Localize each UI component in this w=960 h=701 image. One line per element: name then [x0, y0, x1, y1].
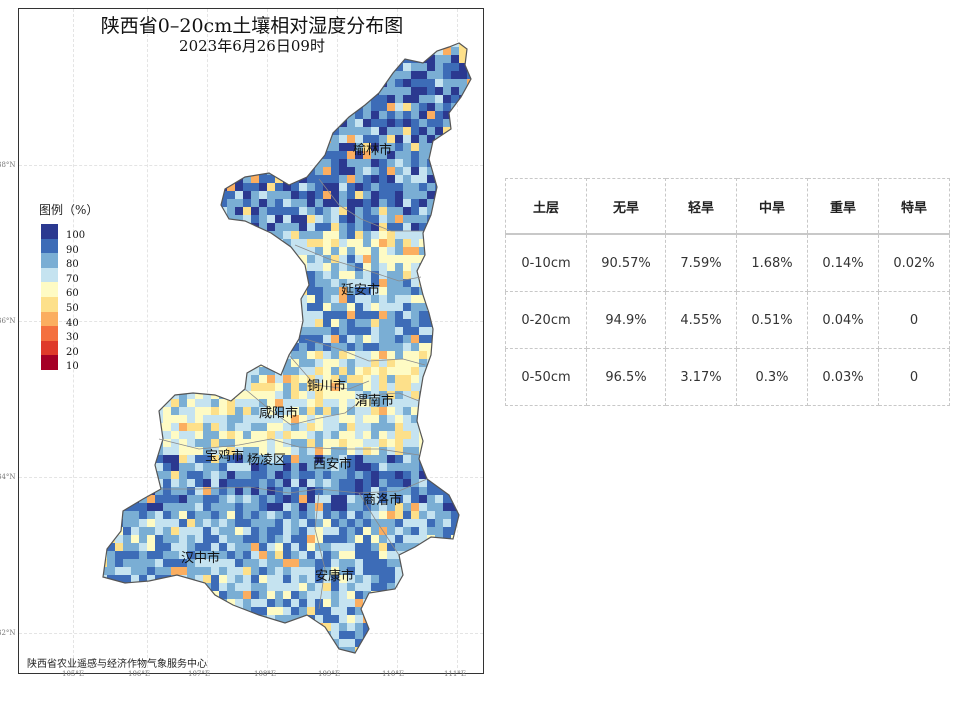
legend-label: 70	[66, 273, 79, 285]
table-header-row: 土层 无旱 轻旱 中旱 重旱 特旱	[505, 178, 950, 235]
legend-label: 20	[66, 346, 79, 358]
legend-swatch	[41, 340, 58, 356]
legend-label: 10	[66, 361, 79, 373]
table-cell: 4.55%	[665, 291, 737, 349]
city-label-xianyang: 咸阳市	[259, 406, 299, 421]
header-moderate-drought: 中旱	[736, 178, 808, 235]
x-tick-label: 109°E	[318, 670, 340, 678]
city-label-xian: 西安市	[313, 457, 353, 472]
x-tick-label: 108°E	[254, 670, 276, 678]
table-cell: 0	[878, 291, 950, 349]
legend-swatch	[41, 296, 58, 312]
x-tick-label: 105°E	[62, 670, 84, 678]
table-cell: 0-50cm	[505, 348, 587, 406]
legend-swatch	[41, 311, 58, 327]
legend-items: 100 90 80 70 60 50 40 30 20 10	[39, 224, 98, 373]
legend-item: 20	[39, 340, 98, 358]
header-severe-drought: 重旱	[807, 178, 879, 235]
city-label-yulin: 榆林市	[353, 143, 393, 158]
legend-label: 40	[66, 317, 79, 329]
header-soil-layer: 土层	[505, 178, 587, 235]
legend-item: 70	[39, 267, 98, 285]
y-tick-label: 38°N	[0, 161, 16, 169]
table-cell: 0.03%	[807, 348, 879, 406]
legend-item: 80	[39, 253, 98, 271]
gridline	[147, 9, 148, 673]
credit-text: 陕西省农业遥感与经济作物气象服务中心	[27, 659, 207, 670]
table-cell: 0-20cm	[505, 291, 587, 349]
gridline	[207, 9, 208, 673]
header-light-drought: 轻旱	[665, 178, 737, 235]
soil-moisture-map	[102, 42, 472, 654]
legend-label: 90	[66, 244, 79, 256]
legend-swatch	[41, 326, 58, 341]
x-tick-label: 107°E	[188, 670, 210, 678]
legend-item: 10	[39, 355, 98, 373]
legend-swatch	[41, 238, 58, 254]
legend-item: 40	[39, 311, 98, 329]
x-tick-label: 110°E	[382, 670, 404, 678]
legend-title: 图例（%）	[39, 203, 99, 217]
legend-item: 60	[39, 282, 98, 300]
legend-item: 50	[39, 296, 98, 314]
table-row: 0-10cm 90.57% 7.59% 1.68% 0.14% 0.02%	[505, 233, 950, 292]
table-cell: 0-10cm	[505, 233, 587, 292]
legend-label: 60	[66, 288, 79, 300]
table-cell: 0.02%	[878, 233, 950, 292]
table-cell: 96.5%	[586, 348, 666, 406]
city-label-tongchuan: 铜川市	[307, 379, 347, 394]
legend-label: 50	[66, 302, 79, 314]
table-cell: 90.57%	[586, 233, 666, 292]
y-tick-label: 34°N	[0, 473, 16, 481]
gridline	[19, 633, 483, 634]
y-tick-label: 32°N	[0, 629, 16, 637]
legend: 图例（%） 100 90 80 70 60 50 40 30 20 10	[39, 201, 99, 373]
map-title: 陕西省0–20cm土壤相对湿度分布图	[100, 15, 404, 37]
legend-swatch	[41, 355, 58, 370]
city-label-baoji: 宝鸡市	[205, 449, 245, 464]
table-cell: 0.04%	[807, 291, 879, 349]
gridline	[73, 9, 74, 673]
legend-item: 100	[39, 224, 98, 241]
x-tick-label: 106°E	[128, 670, 150, 678]
map-subtitle: 2023年6月26日09时	[179, 37, 325, 55]
table-cell: 7.59%	[665, 233, 737, 292]
legend-item: 90	[39, 238, 98, 256]
y-tick-label: 36°N	[0, 317, 16, 325]
city-label-ankang: 安康市	[315, 569, 355, 584]
header-extreme-drought: 特旱	[878, 178, 950, 235]
table-cell: 94.9%	[586, 291, 666, 349]
table-cell: 0.51%	[736, 291, 808, 349]
table-cell: 0.3%	[736, 348, 808, 406]
gridline	[267, 9, 268, 673]
table-cell: 1.68%	[736, 233, 808, 292]
legend-swatch	[41, 253, 58, 268]
header-no-drought: 无旱	[586, 178, 666, 235]
gridline	[457, 9, 458, 673]
gridline	[19, 165, 483, 166]
table-cell: 0.14%	[807, 233, 879, 292]
map-panel: 陕西省0–20cm土壤相对湿度分布图 2023年6月26日09时 图例（%） 1…	[0, 8, 484, 674]
legend-swatch	[41, 267, 58, 283]
table-cell: 0	[878, 348, 950, 406]
table-cell: 3.17%	[665, 348, 737, 406]
legend-label: 100	[66, 230, 86, 241]
legend-label: 30	[66, 332, 79, 344]
table-row: 0-50cm 96.5% 3.17% 0.3% 0.03% 0	[505, 348, 950, 406]
city-label-weinan: 渭南市	[355, 394, 395, 409]
x-tick-label: 111°E	[444, 670, 466, 678]
drought-statistics-table: 土层 无旱 轻旱 中旱 重旱 特旱 0-10cm 90.57% 7.59% 1.…	[505, 178, 950, 406]
legend-swatch	[41, 224, 58, 239]
gridline	[19, 321, 483, 322]
table-row: 0-20cm 94.9% 4.55% 0.51% 0.04% 0	[505, 291, 950, 349]
city-label-hanzhong: 汉中市	[181, 551, 221, 566]
legend-item: 30	[39, 326, 98, 344]
city-label-yangling: 杨凌区	[247, 453, 287, 468]
legend-swatch	[41, 282, 58, 297]
legend-label: 80	[66, 259, 79, 271]
city-label-yanan: 延安市	[341, 283, 381, 298]
city-label-shangluo: 商洛市	[363, 493, 403, 508]
